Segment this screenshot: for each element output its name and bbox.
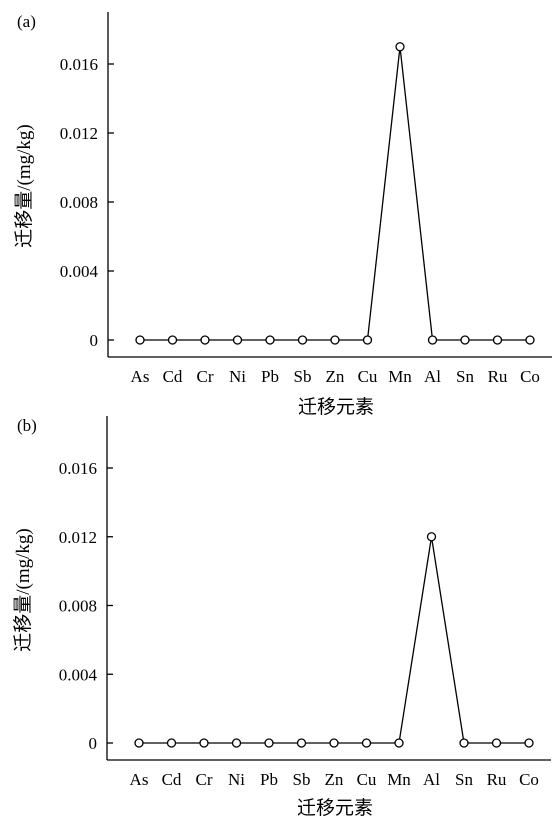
y-tick-label: 0.012 [59, 528, 97, 547]
y-tick-label: 0.016 [59, 459, 97, 478]
data-point [524, 738, 534, 748]
data-point [427, 335, 438, 345]
y-axis-title: 迁移量/(mg/kg) [12, 528, 34, 652]
y-tick-label: 0 [89, 734, 98, 753]
y-tick-label: 0.008 [60, 193, 98, 212]
x-tick-label: Ru [488, 367, 508, 386]
y-tick-label: 0.004 [60, 262, 99, 281]
data-point [491, 738, 502, 748]
x-tick-label: Pb [261, 367, 279, 386]
data-point [265, 335, 275, 345]
data-point [426, 532, 437, 542]
x-tick-label: Zn [326, 367, 345, 386]
data-point [459, 738, 469, 748]
x-tick-label: Ni [228, 770, 245, 789]
x-tick-label: Al [424, 367, 441, 386]
data-point [264, 738, 274, 748]
data-point [525, 335, 535, 345]
y-tick-label: 0 [90, 331, 99, 350]
x-tick-label: Sn [455, 770, 473, 789]
x-axis-title: 迁移元素 [298, 396, 374, 418]
x-tick-label: Sn [456, 367, 474, 386]
x-tick-label: Cu [358, 367, 378, 386]
data-point [231, 738, 242, 748]
data-point [200, 335, 210, 345]
x-tick-label: Mn [388, 367, 412, 386]
x-tick-label: Cr [196, 770, 213, 789]
y-axis-title: 迁移量/(mg/kg) [13, 124, 35, 248]
panel-b: (b) 0 0.004 0.008 0.012 0.016 As Cd Cr Ni Pb Sb Zn Cu… [12, 416, 551, 818]
x-tick-label: As [131, 367, 150, 386]
data-point [199, 738, 209, 748]
x-tick-label: Ni [229, 367, 246, 386]
panel-label: (a) [17, 12, 36, 31]
x-tick-label: Sb [294, 367, 312, 386]
data-point [460, 335, 470, 345]
data-point [135, 335, 145, 345]
data-point [296, 738, 307, 748]
panel-label: (b) [17, 416, 37, 435]
data-point [166, 738, 177, 748]
y-tick-label: 0.012 [60, 124, 98, 143]
x-tick-label: Al [423, 770, 440, 789]
x-tick-label: Ru [487, 770, 507, 789]
x-tick-label: Pb [260, 770, 278, 789]
x-tick-label: Co [520, 367, 540, 386]
data-point [362, 335, 373, 345]
data-point [297, 335, 308, 345]
x-tick-label: Zn [325, 770, 344, 789]
data-point [329, 738, 339, 748]
data-point [492, 335, 503, 345]
data-point [167, 335, 178, 345]
x-tick-label: Cd [163, 367, 183, 386]
x-tick-label: Mn [387, 770, 411, 789]
x-tick-label: Cr [197, 367, 214, 386]
x-tick-label: Cd [162, 770, 182, 789]
data-point [134, 738, 144, 748]
x-tick-label: As [130, 770, 149, 789]
series-line [140, 46, 530, 341]
y-tick-label: 0.016 [60, 55, 98, 74]
series-line [139, 536, 529, 744]
y-tick-label: 0.004 [59, 665, 98, 684]
x-axis-title: 迁移元素 [297, 797, 373, 818]
x-tick-label: Co [519, 770, 539, 789]
x-tick-label: Cu [357, 770, 377, 789]
panel-a: (a) 0 0.004 0.008 0.012 0.016 As Cd Cr Ni Pb Sb Zn Cu… [13, 12, 552, 418]
data-point [395, 42, 405, 52]
y-tick-label: 0.008 [59, 597, 97, 616]
data-point [232, 335, 243, 345]
data-point [361, 738, 372, 748]
data-point [330, 335, 340, 345]
data-point [394, 738, 404, 748]
x-tick-label: Sb [293, 770, 311, 789]
